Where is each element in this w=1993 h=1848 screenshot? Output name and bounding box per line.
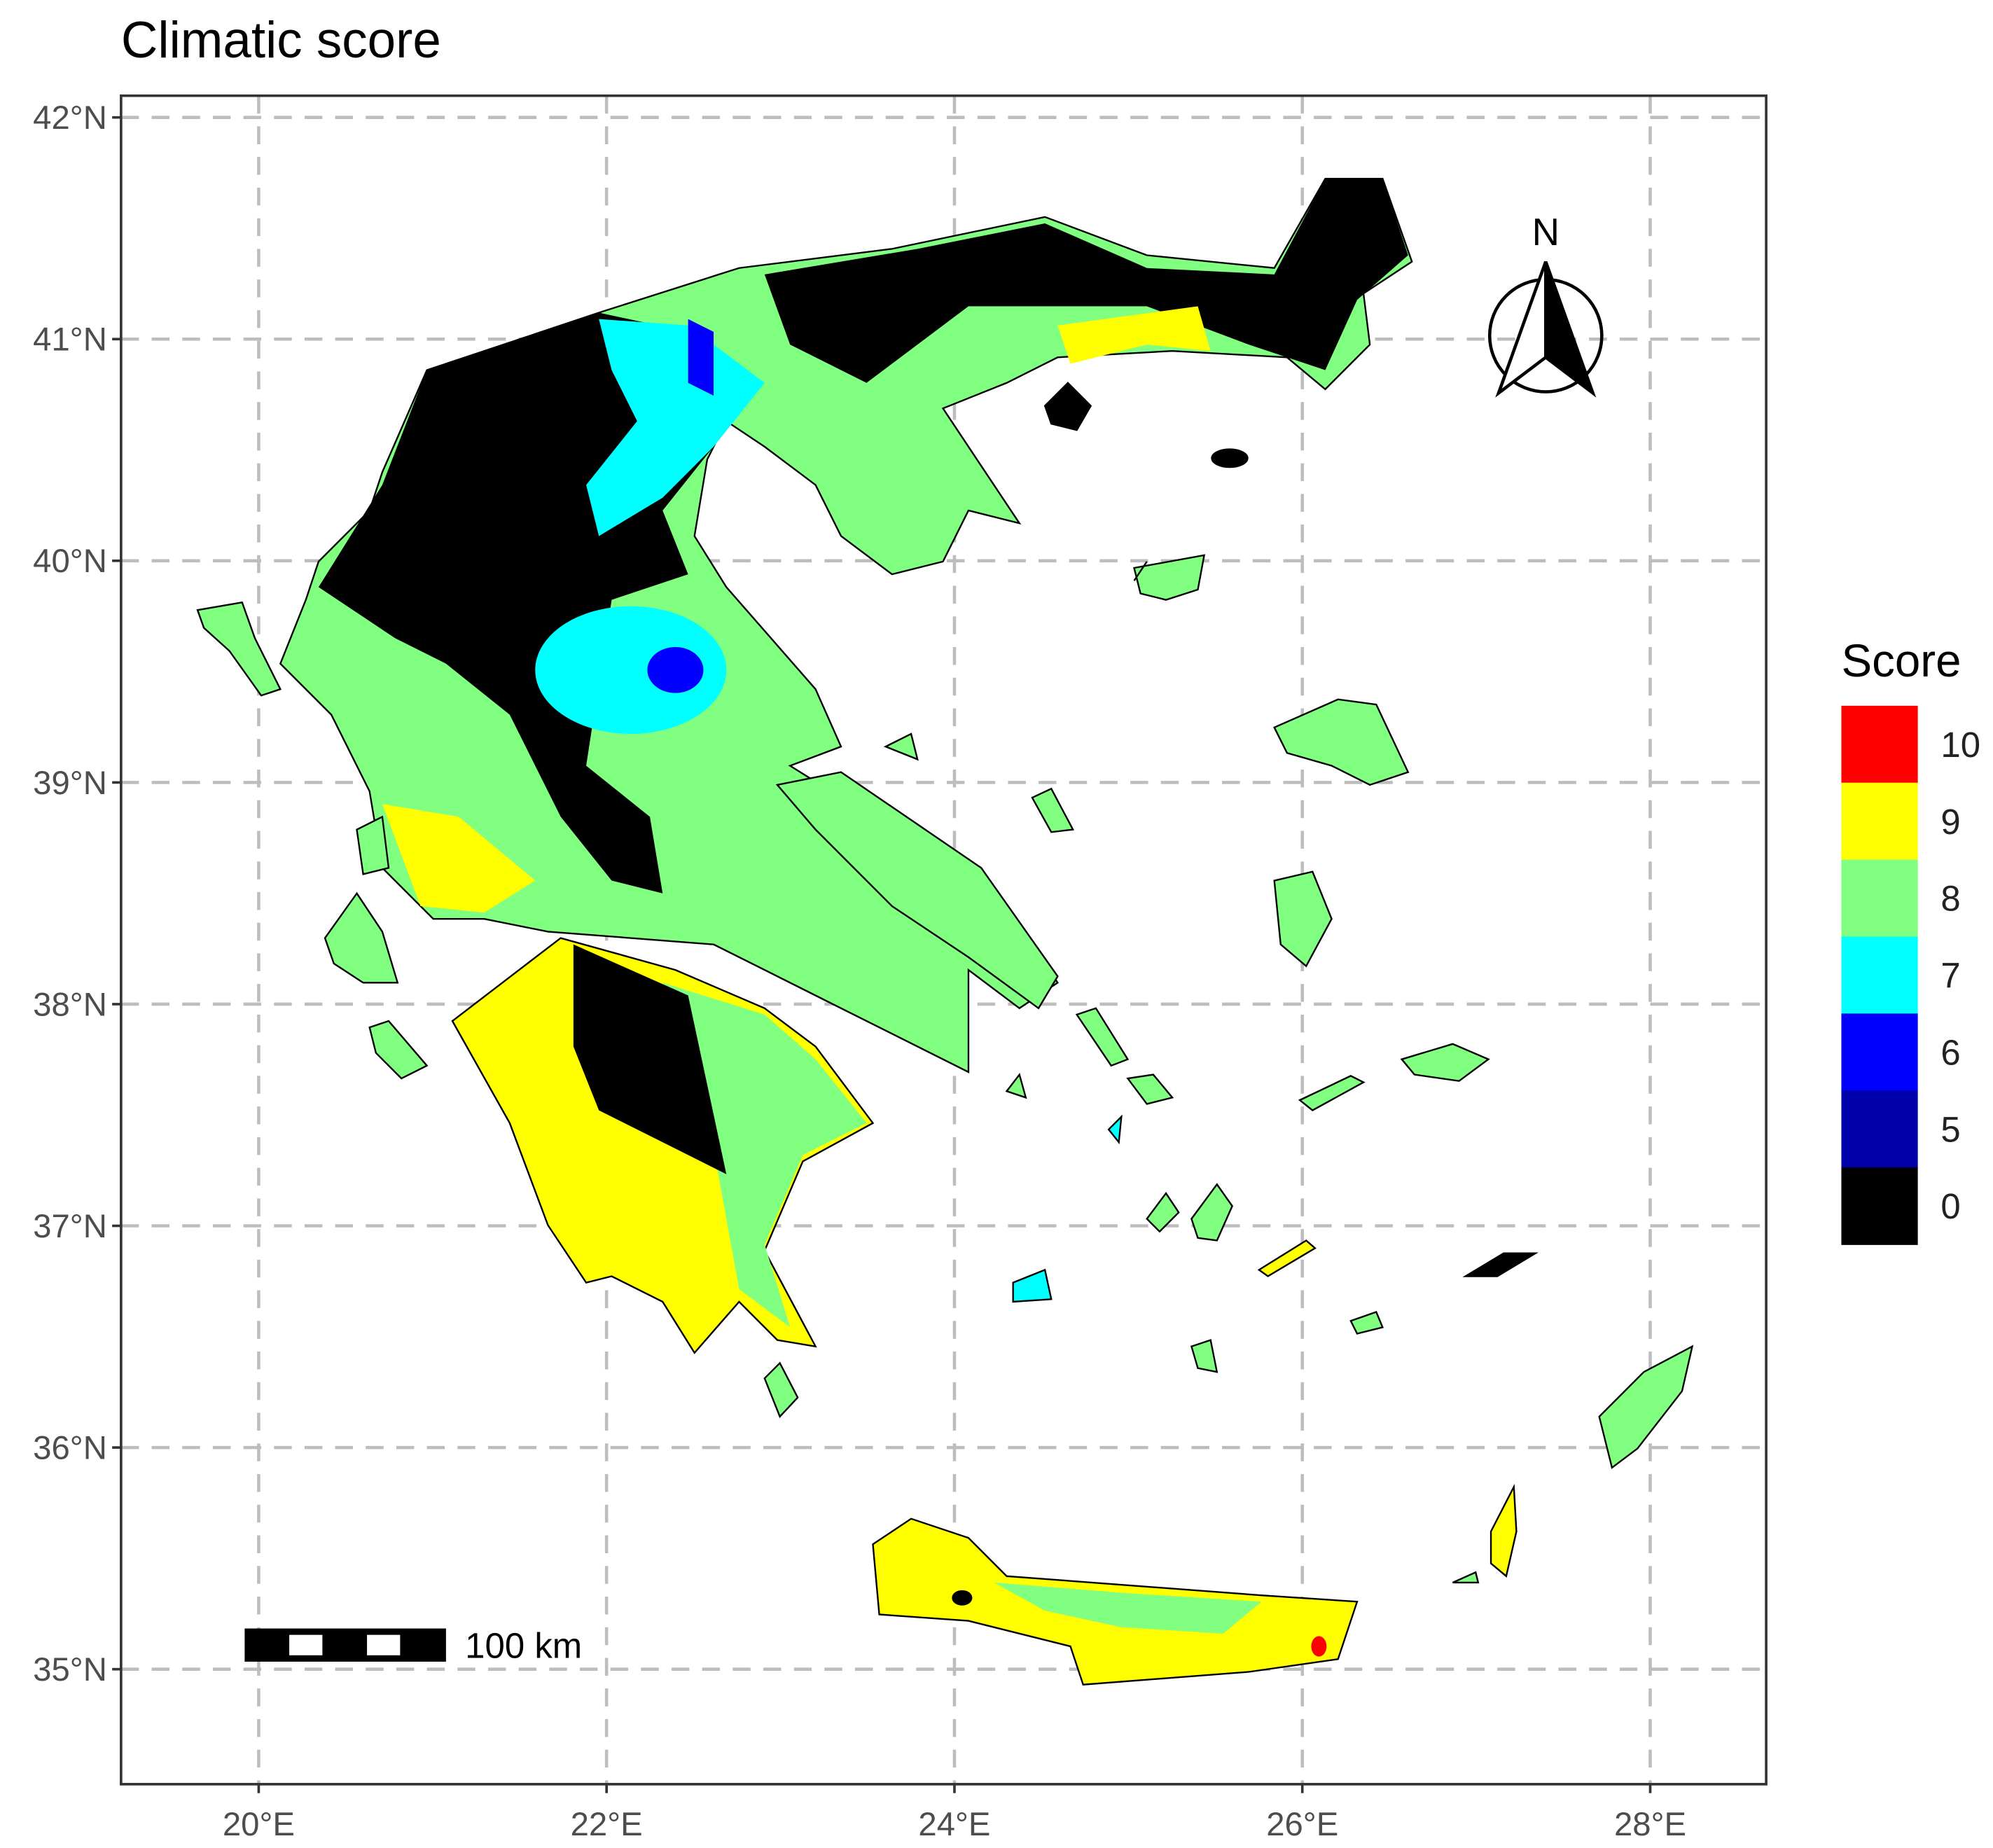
- legend-swatch: [1841, 705, 1918, 784]
- island-alonissos: [883, 732, 919, 761]
- island-milos: [1012, 1268, 1053, 1303]
- legend-label: 7: [1940, 956, 1960, 996]
- legend: Score 10 9 8 7 6 5 0: [1841, 635, 1980, 1245]
- island-kos: [1462, 1252, 1539, 1277]
- map-title: Climatic score: [121, 12, 441, 69]
- scale-bar-body: [244, 1628, 446, 1662]
- island-rhodes: [1598, 1345, 1694, 1469]
- zone-score-7-north: [586, 319, 765, 536]
- island-astypalaia: [1349, 1311, 1384, 1335]
- lon-tick-label: 20°E: [223, 1806, 295, 1843]
- island-lesvos: [1273, 698, 1410, 786]
- zone-score-0-crete: [952, 1590, 973, 1606]
- island-lefkada: [356, 815, 390, 875]
- zone-score-9-thrace: [1057, 306, 1211, 364]
- legend-label: 10: [1940, 725, 1980, 765]
- legend-label: 6: [1940, 1032, 1960, 1072]
- north-arrow-right: [1544, 260, 1597, 398]
- island-andros: [1075, 1007, 1130, 1067]
- island-skyros: [1133, 561, 1148, 581]
- plot-panel: [120, 94, 1768, 1786]
- north-arrow-label: N: [1532, 211, 1560, 253]
- zone-score-0-north: [764, 179, 1408, 383]
- legend-swatch: [1841, 1167, 1918, 1245]
- island-amorgos: [1257, 1239, 1317, 1277]
- lat-tick-label: 39°N: [33, 765, 107, 802]
- island-chios: [1273, 870, 1333, 968]
- lat-tick-label: 38°N: [33, 986, 107, 1023]
- scale-bar: 100 km: [244, 1625, 582, 1665]
- island-paros: [1146, 1192, 1180, 1233]
- north-arrow-left: [1495, 260, 1548, 398]
- island-lemnos: [1133, 554, 1206, 601]
- zone-score-9-west: [382, 804, 536, 913]
- island-samos: [1400, 1043, 1490, 1082]
- legend-swatch: [1841, 859, 1918, 938]
- legend-label: 9: [1940, 802, 1960, 842]
- lat-tick-label: 40°N: [33, 543, 107, 580]
- island-skiathos: [1031, 787, 1075, 833]
- legend-swatch: [1841, 936, 1918, 1015]
- legend-title: Score: [1841, 635, 1961, 686]
- island-kefalonia: [324, 891, 399, 984]
- lon-tick-label: 22°E: [571, 1806, 643, 1843]
- zone-score-6-thessaly: [647, 647, 704, 693]
- lat-tick-label: 41°N: [33, 321, 107, 359]
- island-corfu: [196, 601, 282, 697]
- zone-score-8-crete: [994, 1582, 1262, 1634]
- land-areas: [196, 177, 1694, 1686]
- lat-tick-label: 42°N: [33, 99, 107, 137]
- island-karpathos: [1489, 1483, 1518, 1578]
- zone-score-0-peloponnese: [573, 944, 727, 1174]
- lat-tick-label: 35°N: [33, 1651, 107, 1688]
- longitude-axis: 20°E 22°E 24°E 26°E 28°E: [223, 1784, 1686, 1843]
- north-arrow: N: [1487, 211, 1604, 398]
- lat-tick-label: 37°N: [33, 1208, 107, 1245]
- island-kea: [1005, 1072, 1027, 1099]
- zone-score-8-peloponnese: [662, 982, 867, 1328]
- island-zakynthos: [368, 1020, 429, 1080]
- legend-label: 8: [1940, 879, 1960, 919]
- zone-score-6-north: [688, 319, 714, 396]
- legend-label: 0: [1940, 1186, 1960, 1226]
- lat-tick-label: 36°N: [33, 1429, 107, 1466]
- legend-label: 5: [1940, 1109, 1960, 1149]
- legend-swatch: [1841, 782, 1918, 861]
- lon-tick-label: 26°E: [1266, 1806, 1338, 1843]
- island-tinos: [1126, 1074, 1174, 1105]
- zone-score-7-thessaly: [535, 606, 727, 734]
- island-thasos: [1043, 382, 1092, 431]
- island-naxos: [1190, 1183, 1233, 1242]
- scale-bar-segment: [289, 1634, 323, 1655]
- lon-tick-label: 28°E: [1614, 1806, 1686, 1843]
- zone-score-10-crete: [1311, 1636, 1327, 1657]
- lon-tick-label: 24°E: [918, 1806, 990, 1843]
- legend-swatch: [1841, 1013, 1918, 1092]
- island-kasos: [1452, 1571, 1480, 1584]
- scale-bar-label: 100 km: [465, 1625, 582, 1665]
- scale-bar-segment: [367, 1634, 401, 1655]
- island-euboea: [775, 771, 1059, 1010]
- latitude-axis: 42°N 41°N 40°N 39°N 38°N 37°N 36°N 35°N: [33, 99, 121, 1688]
- island-samothrace: [1211, 448, 1249, 468]
- island-ikaria: [1298, 1075, 1366, 1112]
- legend-swatch: [1841, 1090, 1918, 1168]
- island-syros: [1107, 1114, 1123, 1145]
- island-kythira: [763, 1361, 799, 1419]
- island-santorini: [1190, 1339, 1218, 1373]
